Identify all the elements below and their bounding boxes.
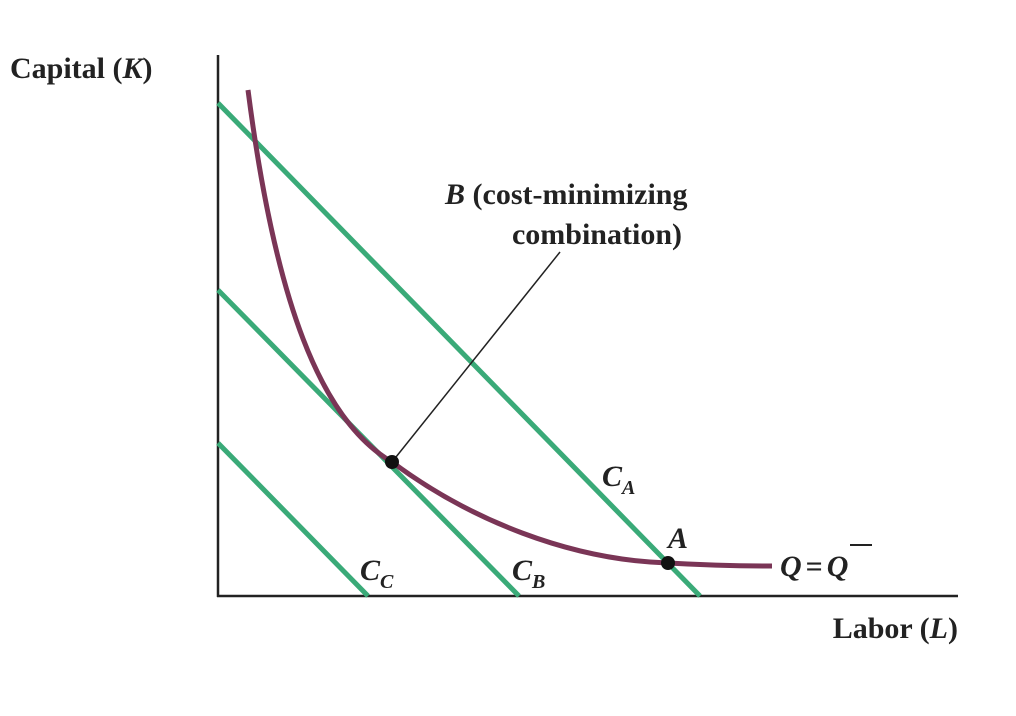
annotation-part: B — [444, 178, 465, 211]
label-part: C — [512, 554, 533, 587]
point-a-label: A — [666, 522, 688, 555]
isoquant-label: Q = Q — [780, 550, 848, 583]
x-axis-label: Labor (L) — [833, 612, 958, 645]
label-part: K — [122, 52, 145, 85]
y-axis-label: Capital (K) — [10, 52, 153, 85]
label-part: ) — [143, 52, 153, 85]
point-b — [385, 455, 399, 469]
isocost-line-c — [216, 441, 370, 598]
point-b-annotation: combination) — [512, 218, 682, 251]
label-subscript: A — [620, 477, 635, 499]
annotation-part: (cost-minimizing — [465, 178, 687, 211]
label-subscript: C — [380, 571, 394, 593]
label-part: Q — [780, 550, 802, 583]
isocost-label: CA — [602, 460, 635, 499]
isocost-line-a — [216, 101, 702, 598]
label-part: C — [360, 554, 381, 587]
point-a — [661, 556, 675, 570]
point-b-annotation: B (cost-minimizing — [444, 178, 687, 211]
label-part: Capital ( — [10, 52, 123, 85]
annotation-leader — [391, 251, 561, 463]
label-part: Q — [827, 550, 849, 583]
isocost-label: CB — [512, 554, 545, 593]
isoquant-curve — [245, 89, 773, 569]
label-part: = — [806, 550, 823, 583]
label-part: Labor ( — [833, 612, 930, 645]
label-part: C — [602, 460, 623, 493]
isocost-label: CC — [360, 554, 394, 593]
label-subscript: B — [531, 571, 545, 593]
label-part: ) — [948, 612, 958, 645]
label-part: L — [929, 612, 948, 645]
